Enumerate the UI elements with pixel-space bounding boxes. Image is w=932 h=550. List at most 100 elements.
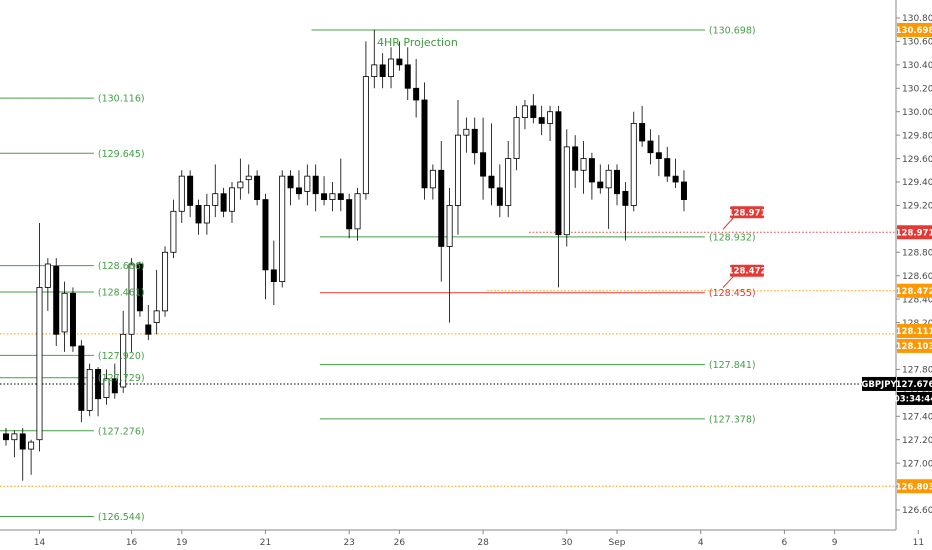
axis-price-tag-text: 128.472 bbox=[896, 287, 932, 297]
candle-down bbox=[321, 193, 328, 200]
candle-down bbox=[136, 263, 143, 312]
candle-down bbox=[438, 169, 445, 247]
candle-up bbox=[521, 105, 528, 118]
x-tick-label: 11 bbox=[913, 538, 924, 548]
axis-price-tag-text: 130.698 bbox=[896, 26, 932, 36]
chart-tag-connector bbox=[722, 217, 734, 230]
projection-title: 4HR Projection bbox=[377, 36, 458, 49]
candle-down bbox=[421, 99, 428, 189]
candle-up bbox=[580, 158, 587, 171]
green-level-label: (127.378) bbox=[709, 414, 756, 425]
candle-up bbox=[463, 128, 470, 136]
candle-down bbox=[647, 140, 654, 154]
candle-up bbox=[605, 169, 612, 189]
level-lines-layer bbox=[0, 29, 895, 518]
green-level-label: (128.461) bbox=[98, 287, 145, 298]
x-tick-label: Sep bbox=[609, 538, 626, 548]
candle-up bbox=[505, 158, 512, 206]
candle-up bbox=[245, 175, 252, 181]
candle-down bbox=[346, 199, 353, 230]
x-tick-label: 30 bbox=[561, 538, 573, 548]
y-tick-label: 129.400 bbox=[902, 178, 932, 188]
candle-down bbox=[622, 190, 629, 206]
green-level-label: (129.645) bbox=[98, 149, 145, 160]
candle-down bbox=[295, 187, 302, 195]
y-tick-label: 129.800 bbox=[902, 131, 932, 141]
candle-down bbox=[413, 87, 420, 101]
candle-down bbox=[471, 128, 478, 154]
green-level-label: (130.698) bbox=[709, 25, 756, 36]
axis-price-tag-text: 128.971 bbox=[896, 228, 932, 238]
candle-down bbox=[538, 117, 545, 124]
candle-down bbox=[488, 175, 495, 189]
y-tick-label: 126.600 bbox=[902, 506, 932, 516]
chart-tag-box bbox=[730, 206, 765, 219]
x-tick-label: 9 bbox=[832, 538, 838, 548]
candle-down bbox=[69, 292, 76, 347]
candle-down bbox=[262, 199, 269, 271]
countdown-tag-text: 03:34:44 bbox=[894, 394, 932, 404]
chart-tag-text: 128.971 bbox=[728, 208, 767, 218]
green-level-label: (127.841) bbox=[709, 360, 756, 371]
candle-down bbox=[145, 324, 152, 335]
x-tick-label: 28 bbox=[477, 538, 489, 548]
candle-down bbox=[19, 433, 26, 450]
candle-down bbox=[639, 123, 646, 142]
x-tick-label: 14 bbox=[34, 538, 46, 548]
candle-down bbox=[655, 152, 662, 159]
green-level-label: (128.686) bbox=[98, 261, 145, 272]
candle-down bbox=[270, 269, 277, 282]
axis-price-tag bbox=[897, 479, 932, 494]
current-price-tag bbox=[897, 376, 932, 391]
candle-up bbox=[153, 310, 160, 323]
candle-up bbox=[446, 205, 453, 247]
x-tick-label: 16 bbox=[126, 538, 138, 548]
candle-down bbox=[187, 175, 194, 206]
candle-down bbox=[404, 64, 411, 89]
candle-down bbox=[572, 146, 579, 171]
axis-price-tag-text: 128.111 bbox=[896, 327, 932, 337]
x-tick-label: 6 bbox=[782, 538, 788, 548]
countdown-tag bbox=[897, 391, 932, 405]
candle-up bbox=[44, 263, 51, 288]
candle-up bbox=[120, 333, 127, 388]
candle-down bbox=[588, 158, 595, 183]
candle-up bbox=[388, 58, 395, 77]
axis-price-tag bbox=[897, 323, 932, 338]
y-tick-label: 130.000 bbox=[902, 108, 932, 118]
candle-up bbox=[630, 123, 637, 206]
axis-price-tag bbox=[897, 22, 932, 37]
axis-price-tag-text: 126.803 bbox=[896, 482, 932, 492]
y-tick-label: 127.000 bbox=[902, 459, 932, 469]
candle-down bbox=[78, 345, 85, 411]
axis-price-tag bbox=[897, 225, 932, 240]
y-tick-label: 130.800 bbox=[902, 14, 932, 24]
candle-up bbox=[61, 292, 68, 333]
green-level-label: (126.544) bbox=[98, 512, 145, 523]
candle-up bbox=[11, 433, 18, 441]
chart-tag-box bbox=[730, 264, 765, 277]
axis-price-tag bbox=[897, 283, 932, 298]
axis-price-tag-text: 128.103 bbox=[896, 342, 932, 352]
x-axis[interactable]: 14 16 19 21 23 26 28 30 Sep 4 6 9 11 bbox=[0, 529, 924, 548]
y-tick-label: 128.200 bbox=[902, 319, 932, 329]
y-axis[interactable]: 130.800 130.600 130.400 130.200 130.000 129.8… bbox=[861, 0, 932, 530]
candle-up bbox=[237, 181, 244, 189]
candle-down bbox=[672, 175, 679, 183]
candle-down bbox=[337, 193, 344, 200]
candle-down bbox=[53, 265, 60, 335]
candle-down bbox=[496, 187, 503, 206]
axis-price-tag bbox=[897, 338, 932, 353]
candle-down bbox=[664, 158, 671, 177]
candle-down bbox=[220, 193, 227, 212]
candle-up bbox=[228, 187, 235, 212]
y-tick-label: 127.400 bbox=[902, 412, 932, 422]
candle-up bbox=[86, 369, 93, 411]
candle-down bbox=[396, 58, 403, 66]
candle-down bbox=[312, 175, 319, 195]
x-tick-label: 4 bbox=[698, 538, 704, 548]
y-tick-label: 127.200 bbox=[902, 436, 932, 446]
candle-up bbox=[429, 169, 436, 189]
